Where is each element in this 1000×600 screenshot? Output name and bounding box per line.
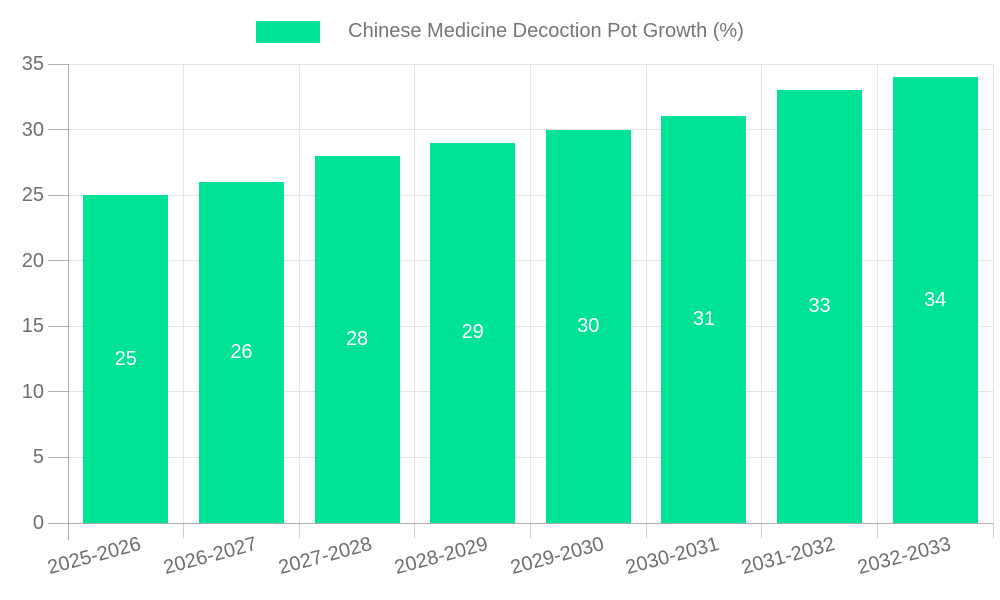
x-axis-tick — [530, 523, 531, 538]
bar[interactable]: 30 — [545, 129, 631, 523]
y-axis-tick-label: 35 — [21, 53, 44, 75]
x-axis-category-label: 2029-2030 — [507, 533, 607, 580]
y-axis-tick — [48, 522, 68, 524]
bar-value-label: 30 — [577, 314, 600, 337]
x-axis-tick — [298, 523, 300, 538]
v-gridline — [992, 64, 994, 523]
y-axis-tick-label: 15 — [21, 315, 44, 338]
y-axis-tick — [48, 194, 68, 196]
y-axis-tick — [48, 325, 68, 327]
y-axis-tick-label: 30 — [21, 118, 44, 141]
y-axis-tick — [48, 63, 68, 65]
y-axis-line — [67, 64, 69, 540]
bar[interactable]: 28 — [314, 155, 400, 523]
y-axis-tick — [48, 260, 68, 262]
y-axis-tick — [48, 456, 68, 458]
bar-value-label: 28 — [345, 327, 369, 350]
x-axis-tick — [414, 523, 416, 538]
x-axis-tick — [992, 523, 994, 538]
x-axis-category-label: 2026-2027 — [161, 533, 260, 580]
v-gridline — [530, 64, 531, 523]
x-axis-tick — [645, 523, 647, 538]
x-axis-category-label: 2030-2031 — [623, 533, 722, 580]
v-gridline — [876, 64, 878, 523]
x-axis-tick — [761, 523, 763, 538]
legend-swatch-icon — [256, 20, 321, 43]
bar-value-label: 33 — [808, 295, 831, 318]
bar[interactable]: 31 — [661, 116, 747, 523]
x-axis-category-label: 2025-2026 — [45, 533, 144, 580]
bar-value-label: 25 — [114, 347, 137, 370]
bar[interactable]: 29 — [430, 142, 516, 523]
x-axis-tick — [183, 523, 185, 538]
y-axis-tick-label: 20 — [21, 249, 44, 272]
y-axis-tick — [48, 391, 68, 393]
x-axis-category-label: 2028-2029 — [392, 533, 491, 580]
x-axis-category-label: 2031-2032 — [739, 533, 838, 580]
bar[interactable]: 33 — [777, 90, 863, 523]
x-axis-category-label: 2032-2033 — [854, 533, 953, 580]
x-axis-tick — [876, 523, 878, 538]
v-gridline — [761, 64, 763, 523]
bar[interactable]: 25 — [83, 195, 169, 523]
v-gridline — [645, 64, 647, 523]
x-axis-category-label: 2027-2028 — [276, 533, 375, 580]
bar-value-label: 31 — [692, 308, 716, 331]
bar[interactable]: 34 — [892, 77, 978, 523]
y-axis-tick-label: 5 — [32, 446, 44, 469]
chart-legend[interactable]: Chinese Medicine Decoction Pot Growth (%… — [0, 20, 1000, 43]
v-gridline — [183, 64, 185, 523]
v-gridline — [298, 64, 300, 523]
bar-value-label: 29 — [461, 321, 484, 344]
y-axis-tick — [48, 129, 68, 131]
bar[interactable]: 26 — [198, 182, 284, 523]
y-axis-tick-label: 0 — [32, 512, 44, 534]
y-axis-tick-label: 10 — [21, 380, 44, 403]
bar-value-label: 34 — [924, 288, 947, 311]
v-gridline — [414, 64, 416, 523]
x-axis-line — [68, 522, 993, 524]
bar-value-label: 26 — [230, 341, 253, 363]
legend-label: Chinese Medicine Decoction Pot Growth (%… — [348, 20, 744, 42]
y-axis-tick-label: 25 — [21, 184, 44, 207]
